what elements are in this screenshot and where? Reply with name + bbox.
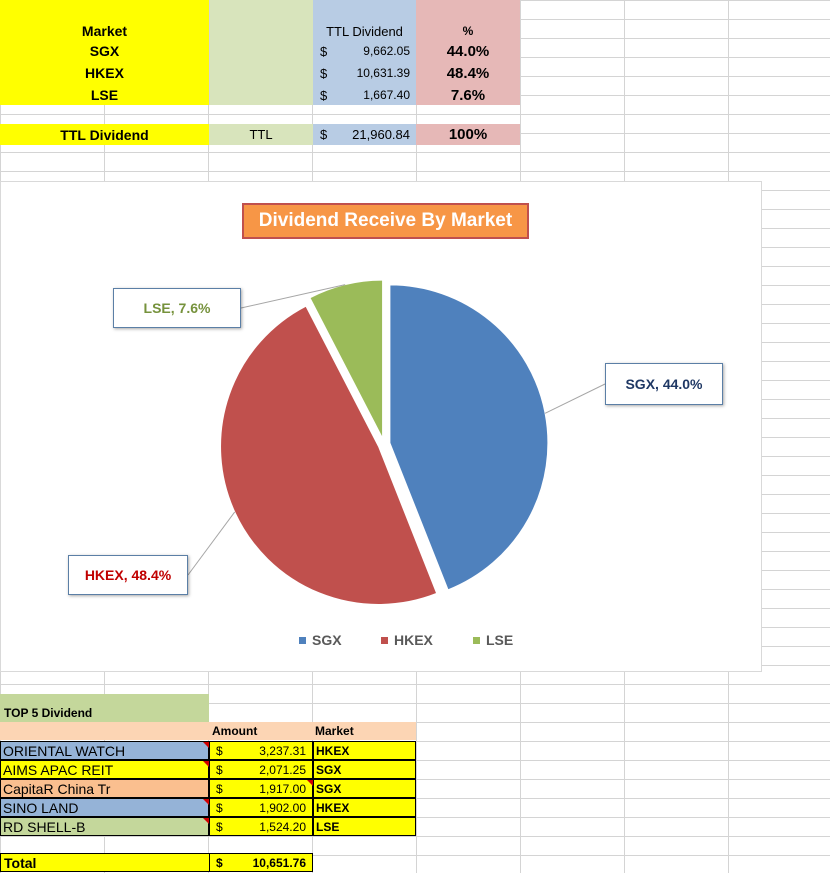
top5-total-bg — [0, 853, 313, 872]
data-label-lse[interactable]: LSE, 7.6% — [113, 288, 241, 328]
legend-swatch — [381, 636, 388, 644]
pie-slice-sgx[interactable] — [389, 284, 549, 591]
top5-row-name-bg — [0, 760, 209, 779]
top5-row-market-bg — [313, 741, 416, 760]
total-label: TTL Dividend — [60, 126, 149, 143]
summary-row-amount: 10,631.39 — [356, 66, 410, 80]
top5-row-market: HKEX — [316, 800, 350, 815]
total-percent: 100% — [448, 126, 488, 143]
total-currency: $ — [320, 127, 328, 142]
summary-row-currency: $ — [320, 43, 328, 59]
leader-line — [240, 284, 346, 309]
top5-row-amount: 3,237.31 — [259, 743, 306, 758]
top5-row-name: RD SHELL-B — [3, 818, 86, 835]
pie-slice-hkex[interactable] — [220, 305, 438, 605]
top5-header-bg — [0, 722, 416, 740]
top5-row-name: ORIENTAL WATCH — [3, 742, 126, 759]
legend-item-hkex[interactable]: HKEX — [381, 632, 433, 648]
top5-row-amount-bg — [209, 741, 313, 760]
total-amount: 21,960.84 — [352, 127, 410, 142]
total-row-percent-bg — [416, 124, 520, 145]
top5-row-amount: 2,071.25 — [259, 762, 306, 777]
top5-row-market-bg — [313, 760, 416, 779]
total-row-amount-bg — [313, 124, 416, 145]
summary-row-amount: 9,662.05 — [363, 44, 410, 58]
summary-row-market: HKEX — [85, 65, 124, 81]
comment-indicator[interactable] — [203, 761, 209, 767]
header-percent: % — [462, 24, 474, 38]
leader-line — [544, 383, 606, 414]
top5-row-currency: $ — [216, 800, 223, 815]
percent-column-bg — [416, 0, 520, 105]
total-row-ttl-bg — [209, 124, 313, 145]
top5-row-market-bg — [313, 798, 416, 817]
top5-row-market: SGX — [316, 781, 342, 796]
top5-header-amount: Amount — [212, 724, 258, 738]
top5-row-amount-bg — [209, 760, 313, 779]
top5-row-amount-bg — [209, 817, 313, 836]
header-ttl-dividend: TTL Dividend — [326, 23, 403, 39]
summary-row-currency: $ — [320, 65, 328, 81]
summary-row-amount: 1,667.40 — [363, 88, 410, 102]
top5-row-market: LSE — [316, 819, 340, 834]
top5-row-name-bg — [0, 779, 209, 798]
summary-row-market: SGX — [89, 43, 120, 59]
top5-row-name-bg — [0, 817, 209, 836]
pie-chart-svg — [187, 279, 606, 605]
top5-row-amount: 1,902.00 — [259, 800, 306, 815]
comment-indicator[interactable] — [203, 818, 209, 824]
top5-row-currency: $ — [216, 743, 223, 758]
legend-label: LSE — [486, 632, 514, 648]
summary-row-percent: 44.0% — [446, 42, 490, 60]
legend-label: SGX — [312, 632, 342, 648]
market-column-bg — [0, 0, 209, 105]
top5-row-name: AIMS APAC REIT — [3, 761, 114, 778]
top5-row-currency: $ — [216, 781, 223, 796]
legend-item-sgx[interactable]: SGX — [299, 632, 342, 648]
data-label-sgx[interactable]: SGX, 44.0% — [605, 363, 723, 405]
comment-indicator[interactable] — [307, 780, 313, 786]
top5-row-amount: 1,524.20 — [259, 819, 306, 834]
legend-item-lse[interactable]: LSE — [473, 632, 513, 648]
legend-swatch — [299, 636, 306, 644]
leader-line — [187, 511, 236, 576]
top5-row-currency: $ — [216, 819, 223, 834]
top5-row-amount-bg — [209, 798, 313, 817]
top5-header-market: Market — [315, 724, 354, 738]
top5-title: TOP 5 Dividend — [4, 706, 93, 720]
top5-row-name-bg — [0, 741, 209, 760]
top5-row-currency: $ — [216, 762, 223, 777]
top5-row-market: HKEX — [316, 743, 350, 758]
top5-row-market-bg — [313, 779, 416, 798]
comment-indicator[interactable] — [203, 742, 209, 748]
blank-column-bg — [209, 0, 313, 105]
top5-row-market: SGX — [316, 762, 342, 777]
header-market: Market — [81, 23, 128, 39]
legend-label: HKEX — [394, 632, 433, 648]
top5-row-amount: 1,917.00 — [259, 781, 306, 796]
top5-total-currency: $ — [216, 855, 223, 870]
top5-total-label: Total — [4, 854, 37, 871]
comment-indicator[interactable] — [203, 799, 209, 805]
chart-title: Dividend Receive By Market — [242, 203, 529, 239]
top5-row-name: CapitaR China Tr — [3, 780, 111, 797]
total-row-market-bg — [0, 124, 209, 145]
ttl-dividend-column-bg — [313, 0, 416, 105]
total-ttl: TTL — [249, 127, 273, 142]
top5-total-divider — [209, 853, 210, 872]
summary-row-currency: $ — [320, 87, 328, 103]
data-label-hkex[interactable]: HKEX, 48.4% — [68, 555, 188, 595]
summary-row-market: LSE — [90, 87, 119, 103]
top5-total-amount: 10,651.76 — [252, 855, 306, 870]
legend-swatch — [473, 636, 480, 644]
top5-row-market-bg — [313, 817, 416, 836]
top5-row-name-bg — [0, 798, 209, 817]
top5-row-amount-bg — [209, 779, 313, 798]
summary-row-percent: 48.4% — [446, 64, 490, 82]
top5-title-bg — [0, 694, 209, 722]
summary-row-percent: 7.6% — [450, 86, 486, 104]
top5-row-name: SINO LAND — [3, 799, 79, 816]
pie-chart-area[interactable]: Dividend Receive By Market SGX, 44.0% HKE… — [0, 181, 762, 672]
